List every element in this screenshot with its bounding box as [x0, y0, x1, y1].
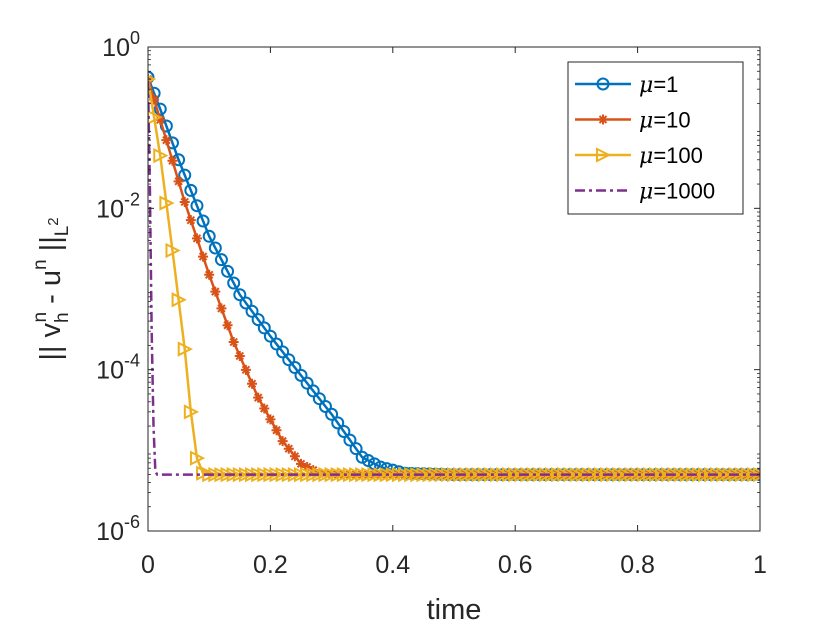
series-marker — [148, 70, 155, 84]
y-tick-label: 100 — [102, 28, 140, 62]
series-marker — [283, 443, 294, 454]
series-marker — [183, 404, 200, 420]
series-marker — [155, 114, 166, 125]
y-tick-label: 10-6 — [96, 512, 140, 546]
y-tick-label: 10-2 — [96, 189, 140, 223]
series-marker — [251, 313, 265, 327]
series-marker — [270, 337, 284, 351]
x-tick-label: 0 — [141, 551, 155, 579]
legend-box — [567, 61, 744, 215]
series-marker — [178, 168, 192, 182]
series-marker — [204, 269, 215, 280]
series-marker — [271, 425, 282, 436]
series-marker — [198, 251, 209, 262]
series-marker — [202, 229, 216, 243]
x-tick-label: 0.6 — [498, 551, 533, 579]
series-marker — [302, 461, 313, 472]
series-marker — [263, 329, 277, 343]
series-marker — [165, 242, 181, 259]
legend-marker — [598, 114, 608, 125]
series-marker — [276, 345, 290, 359]
legend-label: μ=1000 — [639, 179, 715, 205]
series-marker — [349, 442, 363, 456]
series-marker — [257, 321, 271, 335]
series-marker — [161, 135, 172, 146]
legend-item: μ=10 — [575, 108, 691, 134]
series-marker — [190, 199, 204, 213]
series-marker — [185, 215, 196, 226]
series-marker — [210, 286, 221, 297]
series-marker — [159, 195, 175, 211]
series-marker — [171, 292, 187, 308]
series-marker — [337, 424, 351, 438]
series-marker — [306, 384, 320, 398]
series-marker — [153, 102, 167, 116]
series-marker — [240, 364, 251, 375]
series-marker — [221, 264, 235, 278]
series-marker — [149, 94, 160, 105]
axes-box — [147, 46, 761, 532]
x-tick-label: 1 — [753, 551, 767, 579]
series-marker — [228, 337, 239, 348]
series-marker — [173, 176, 184, 187]
ticks-layer: 0 0.2 0.4 0.6 0.8 1 100 10-2 10-4 10-6 — [96, 28, 767, 579]
x-tick-label: 0.8 — [620, 551, 655, 579]
series-marker — [318, 399, 332, 413]
series-marker — [184, 183, 198, 197]
series-marker — [282, 353, 296, 367]
series-marker — [245, 304, 259, 318]
series-4 — [148, 80, 760, 476]
series-marker — [331, 416, 345, 430]
series-marker — [296, 458, 306, 469]
legend-label: μ=10 — [639, 108, 691, 134]
series-marker — [355, 450, 369, 464]
series-marker — [214, 253, 228, 267]
series-marker — [233, 288, 247, 302]
series-marker — [259, 403, 270, 414]
series-marker — [247, 378, 258, 389]
series-marker — [361, 454, 375, 468]
series-marker — [222, 320, 233, 331]
series-marker — [227, 276, 241, 290]
series-marker — [153, 148, 169, 164]
series-marker — [189, 450, 206, 466]
series-marker — [265, 414, 276, 425]
x-tick-label: 0.2 — [253, 551, 288, 579]
legend-label: μ=100 — [639, 143, 703, 169]
series-marker — [239, 296, 253, 310]
series-line — [148, 80, 760, 476]
legend-label: μ=1 — [639, 72, 678, 98]
legend-items: μ=1 μ=10 μ=100 μ=1000 — [575, 72, 715, 205]
series-marker — [312, 392, 326, 406]
series-marker — [167, 155, 178, 166]
series-marker — [289, 451, 300, 462]
series-marker — [325, 407, 339, 421]
series-marker — [179, 196, 190, 207]
series-marker — [177, 341, 193, 357]
series-marker — [208, 241, 222, 255]
legend-marker — [596, 147, 612, 163]
y-tick-label: 10-4 — [96, 351, 140, 385]
series-marker — [277, 436, 288, 447]
series-marker — [288, 361, 302, 375]
x-tick-label: 0.4 — [375, 551, 410, 579]
series-marker — [234, 350, 245, 361]
series-marker — [294, 368, 308, 382]
legend-item: μ=1 — [575, 72, 678, 98]
series-marker — [253, 392, 264, 403]
series-marker — [343, 433, 357, 447]
series-marker — [216, 303, 227, 314]
series-marker — [196, 214, 210, 228]
series-layer — [148, 70, 760, 483]
series-marker — [300, 376, 314, 390]
y-axis-label: || vhn - un ||L2 — [30, 217, 73, 360]
series-marker — [191, 233, 202, 244]
legend: μ=1 μ=10 μ=100 μ=1000 — [567, 61, 744, 215]
x-axis-label: time — [427, 594, 482, 626]
legend-item: μ=100 — [575, 143, 703, 169]
legend-marker — [596, 77, 610, 91]
legend-item: μ=1000 — [575, 179, 715, 205]
